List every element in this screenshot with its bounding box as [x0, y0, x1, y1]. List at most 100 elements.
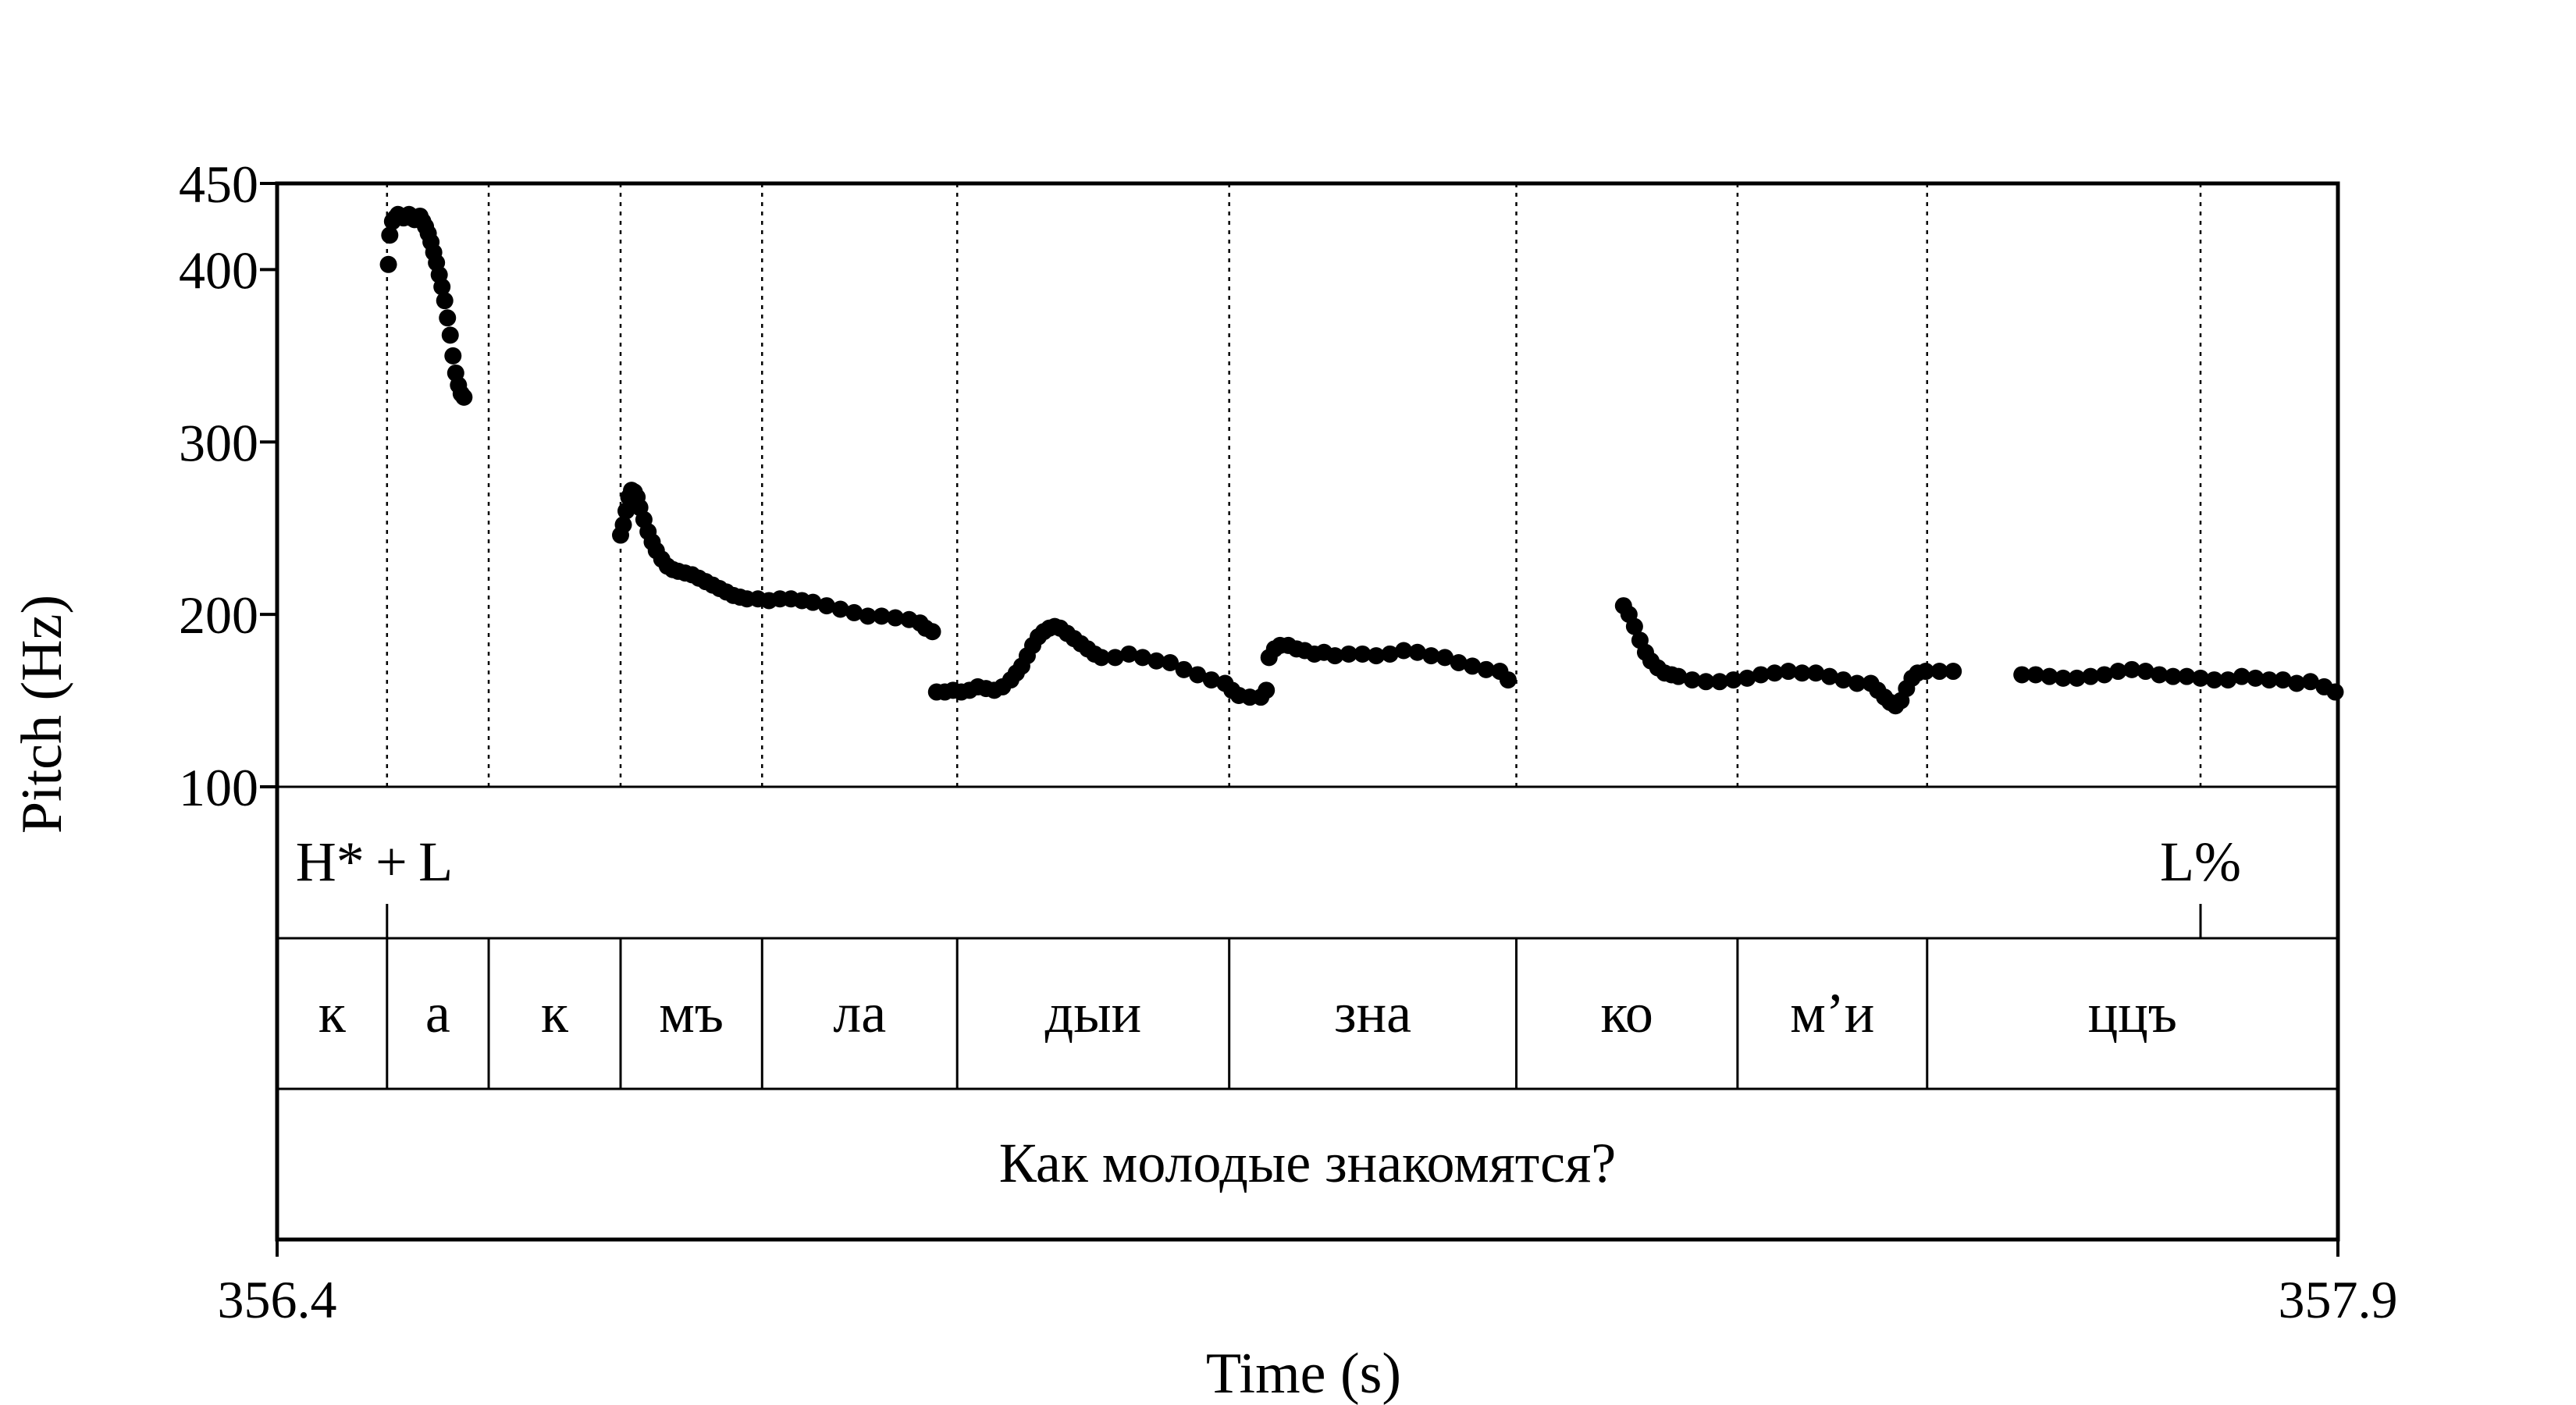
- y-tick-label: 300: [179, 413, 258, 472]
- pitch-point: [1477, 660, 1495, 678]
- pitch-point: [2109, 663, 2127, 681]
- pitch-point: [1202, 671, 1220, 689]
- pitch-point: [1780, 663, 1797, 681]
- pitch-point: [1326, 647, 1344, 665]
- pitch-point: [2247, 669, 2265, 687]
- pitch-point: [2095, 666, 2113, 684]
- pitch-point: [2219, 671, 2237, 689]
- pitch-point: [2164, 667, 2182, 685]
- syllable-label: зна: [1334, 982, 1411, 1044]
- pitch-point: [1930, 663, 1948, 681]
- axis-ticks: 100 200 300 400 450 356.4 357.9: [179, 155, 2398, 1329]
- pitch-point: [2013, 666, 2031, 684]
- syllable-label: ко: [1601, 982, 1653, 1044]
- pitch-point: [1464, 657, 1482, 675]
- pitch-point: [2026, 666, 2044, 684]
- pitch-point: [1625, 617, 1643, 635]
- pitch-point: [1793, 664, 1811, 682]
- pitch-point: [2326, 683, 2344, 701]
- pitch-point: [1738, 669, 1756, 687]
- x-tick-label: 356.4: [218, 1270, 337, 1329]
- pitch-point: [1766, 664, 1784, 682]
- pitch-point: [2274, 671, 2292, 689]
- pitch-point: [1395, 642, 1413, 660]
- pitch-point: [2137, 663, 2154, 681]
- pitch-point: [444, 347, 462, 365]
- pitch-point: [2178, 667, 2196, 685]
- pitch-point: [1106, 649, 1124, 667]
- x-axis-title: Time (s): [1206, 1342, 1401, 1405]
- pitch-point: [1724, 671, 1742, 689]
- pitch-point: [845, 603, 863, 621]
- x-tick-label: 357.9: [2279, 1270, 2398, 1329]
- syllable-label: ццъ: [2088, 982, 2177, 1044]
- pitch-point: [2041, 667, 2058, 685]
- syllable-label: дыи: [1045, 982, 1142, 1044]
- syllable-label: м’и: [1790, 982, 1874, 1044]
- pitch-point: [1133, 649, 1151, 667]
- pitch-point: [433, 278, 451, 296]
- pitch-point: [381, 226, 399, 244]
- syllable-label: а: [425, 982, 450, 1044]
- pitch-point: [2192, 669, 2209, 687]
- pitch-point: [1093, 649, 1110, 667]
- pitch-point: [1422, 647, 1440, 665]
- pitch-point: [1189, 666, 1207, 684]
- sentence-label: Как молодые знакомятся?: [999, 1132, 1616, 1194]
- syllable-label: к: [318, 982, 347, 1044]
- pitch-point: [1354, 645, 1372, 663]
- pitch-point: [2288, 674, 2306, 692]
- pitch-point: [1120, 645, 1138, 663]
- pitch-point: [1381, 645, 1399, 663]
- pitch-point: [614, 516, 632, 534]
- pitch-point: [1917, 663, 1934, 681]
- pitch-point: [2055, 669, 2072, 687]
- pitch-point: [1697, 673, 1715, 691]
- boundary-lines: [386, 183, 2202, 787]
- pitch-point: [1499, 671, 1517, 689]
- pitch-point: [1752, 666, 1770, 684]
- pitch-point: [818, 597, 835, 615]
- pitch-point: [1944, 663, 1962, 681]
- y-tick-label: 450: [179, 155, 258, 214]
- pitch-point: [2123, 660, 2140, 678]
- pitch-point: [441, 326, 459, 344]
- pitch-point: [2082, 667, 2100, 685]
- pitch-point: [439, 309, 457, 327]
- pitch-point: [1258, 681, 1276, 699]
- pitch-point: [2068, 669, 2086, 687]
- annotation-tiers: H* + L L% к а к мъ ла дыи зна ко м’и ццъ Как молодые…: [296, 831, 2241, 1194]
- pitch-point: [2301, 673, 2319, 691]
- pitch-point: [2205, 671, 2223, 689]
- pitch-point: [617, 502, 635, 520]
- pitch-point: [455, 388, 473, 406]
- tone-label: L%: [2160, 831, 2241, 893]
- pitch-points: [379, 205, 2344, 715]
- pitch-point: [2151, 666, 2169, 684]
- pitch-point: [1340, 645, 1357, 663]
- pitch-point: [1848, 674, 1866, 692]
- pitch-point: [379, 255, 397, 273]
- pitch-point: [1834, 671, 1852, 689]
- pitch-point: [1711, 673, 1728, 691]
- pitch-point: [436, 292, 454, 310]
- y-tick-label: 100: [179, 758, 258, 817]
- chart-frame: [275, 181, 2340, 1242]
- pitch-point: [1450, 653, 1468, 671]
- pitch-point: [1175, 660, 1193, 678]
- pitch-point: [859, 607, 877, 625]
- pitch-point: [1683, 671, 1701, 689]
- pitch-point: [831, 600, 849, 618]
- syllable-label: мъ: [659, 982, 724, 1044]
- pitch-point: [2233, 667, 2250, 685]
- y-axis-title: Pitch (Hz): [10, 595, 74, 834]
- y-tick-label: 400: [179, 240, 258, 300]
- pitch-point: [1147, 652, 1165, 670]
- plot-frame: [275, 181, 2340, 1242]
- pitch-point: [2261, 671, 2278, 689]
- pitch-point: [804, 593, 822, 611]
- pitch-point: [1368, 647, 1385, 665]
- syllable-label: ла: [833, 982, 886, 1044]
- pitch-point: [1408, 643, 1426, 661]
